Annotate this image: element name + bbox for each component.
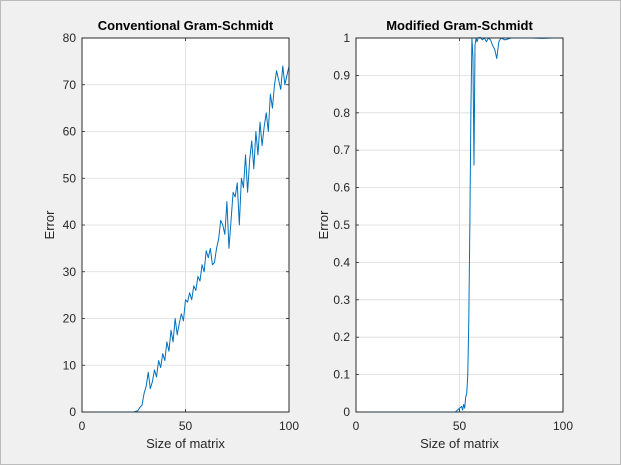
left-y-tick-label: 30: [63, 265, 77, 279]
right-y-axis-label: Error: [316, 210, 331, 240]
right-y-tick-label: 0.8: [333, 106, 350, 120]
right-y-tick-label: 0.1: [333, 368, 350, 382]
right-series-line-0: [366, 36, 563, 413]
right-x-tick-label: 50: [453, 419, 467, 433]
right-y-tick-label: 0.3: [333, 293, 350, 307]
left-chart: 0 50 100 0 10 20 30 40 50 60 70 80 Conventional Gram…: [42, 18, 299, 451]
left-y-tick-label: 20: [63, 312, 77, 326]
right-y-tick-label: 0.2: [333, 330, 350, 344]
right-y-tick-label: 0.9: [333, 68, 350, 82]
left-series-line-0: [92, 65, 290, 413]
right-y-tick-label: 1: [343, 31, 350, 45]
left-y-tick-label: 10: [63, 358, 77, 372]
left-x-tick-label: 0: [79, 419, 86, 433]
left-y-tick-label: 70: [63, 78, 77, 92]
left-x-tick-label: 50: [179, 419, 193, 433]
right-y-tick-label: 0.5: [333, 218, 350, 232]
right-y-tick-label: 0.6: [333, 181, 350, 195]
right-y-tick-label: 0.4: [333, 255, 350, 269]
left-chart-title: Conventional Gram-Schmidt: [98, 18, 274, 33]
left-y-axis-label: Error: [42, 210, 57, 240]
left-y-tick-label: 50: [63, 171, 77, 185]
right-chart-title: Modified Gram-Schmidt: [386, 18, 533, 33]
right-y-tick-label: 0.7: [333, 143, 350, 157]
left-y-tick-label: 80: [63, 31, 77, 45]
right-chart: 0 50 100 0 0.1 0.2 0.3 0.4 0.5 0.6 0.7 0.8 0.9 1 Modif…: [316, 18, 573, 451]
left-y-tick-label: 60: [63, 125, 77, 139]
right-y-tick-label: 0: [343, 405, 350, 419]
left-y-tick-label: 40: [63, 218, 77, 232]
right-x-tick-label: 0: [353, 419, 360, 433]
left-y-tick-label: 0: [69, 405, 76, 419]
right-x-tick-label: 100: [553, 419, 573, 433]
left-x-tick-label: 100: [279, 419, 299, 433]
right-x-axis-label: Size of matrix: [420, 436, 499, 451]
left-x-axis-label: Size of matrix: [146, 436, 225, 451]
